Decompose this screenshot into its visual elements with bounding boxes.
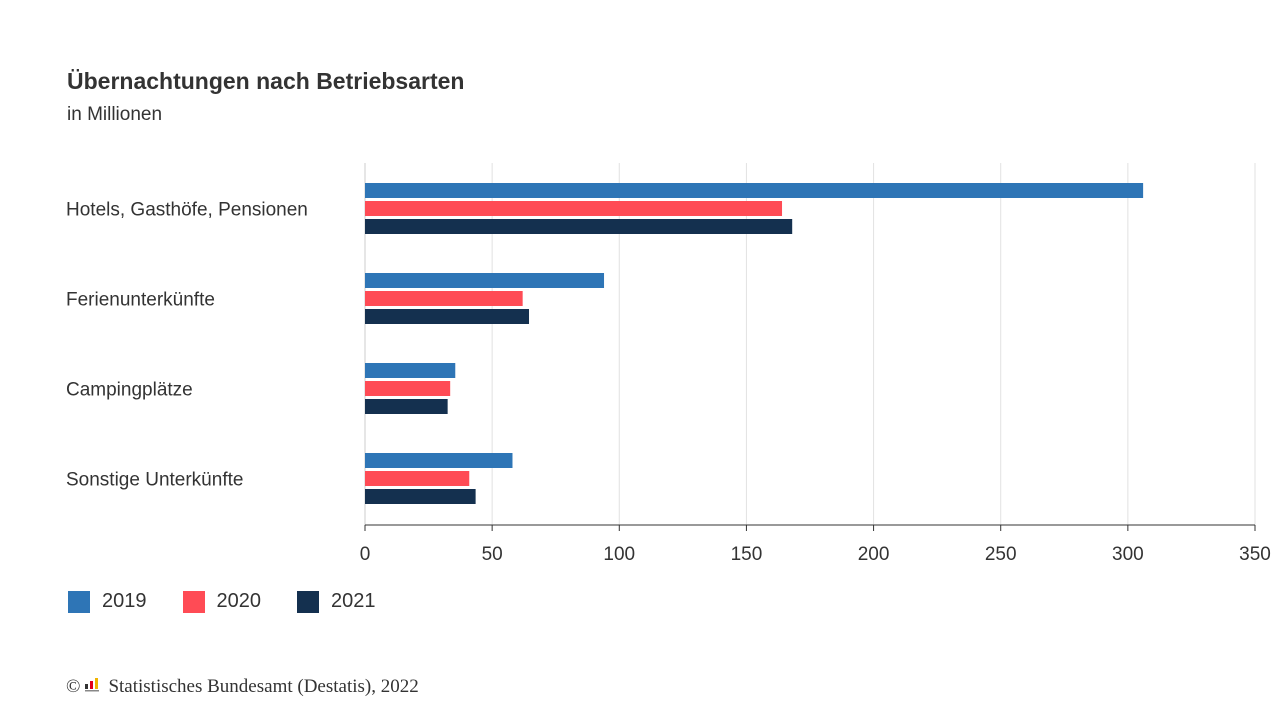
x-axis: 0 50 100 150 200 250 300 350 [360,524,1271,565]
chart-subtitle: in Millionen [67,104,163,125]
category-label: Sonstige Unterkünfte [66,470,243,491]
legend-swatch-2019 [68,590,90,613]
category-label: Ferienunterkünfte [66,290,215,311]
legend-swatch-2020 [182,590,205,613]
x-tick-label: 50 [482,544,503,565]
legend-label-2020: 2020 [216,590,262,612]
legend-swatch-2021 [297,590,319,613]
bar [365,183,1144,198]
bar [365,309,530,324]
x-tick-label: 0 [360,544,371,565]
x-tick-label: 350 [1239,544,1271,565]
bar [365,399,448,414]
x-tick-label: 200 [858,544,890,565]
gridlines [364,163,1256,525]
bar [365,489,476,504]
category-label: Campingplätze [66,380,193,401]
bar [365,363,456,378]
x-tick-label: 150 [731,544,763,565]
source-text: Statistisches Bundesamt (Destatis), 2022 [108,676,419,697]
x-tick-label: 100 [603,544,635,565]
bars [365,183,1144,504]
legend-item-2020[interactable]: 2020 [182,590,262,613]
bar [365,273,605,288]
category-labels: Hotels, Gasthöfe, Pensionen Ferienunterkü… [66,200,308,491]
x-tick-label: 300 [1112,544,1144,565]
legend-item-2019[interactable]: 2019 [68,590,147,613]
copyright-symbol: © [66,676,81,697]
bar-chart: Hotels, Gasthöfe, Pensionen Ferienunterkü… [66,163,1271,565]
legend-item-2021[interactable]: 2021 [297,590,376,613]
destatis-logo-icon [84,676,102,698]
category-label: Hotels, Gasthöfe, Pensionen [66,200,308,221]
legend-label-2021: 2021 [331,590,376,612]
legend: 2019 2020 2021 [68,590,412,613]
bar [365,201,783,216]
source-credit: © Statistisches Bundesamt (Destatis), 20… [66,676,419,698]
bar [365,291,523,306]
bar [365,453,513,468]
bar [365,219,793,234]
bar [365,381,451,396]
legend-label-2019: 2019 [102,590,147,612]
bar [365,471,470,486]
chart-title: Übernachtungen nach Betriebsarten [67,68,465,94]
x-tick-label: 250 [985,544,1017,565]
